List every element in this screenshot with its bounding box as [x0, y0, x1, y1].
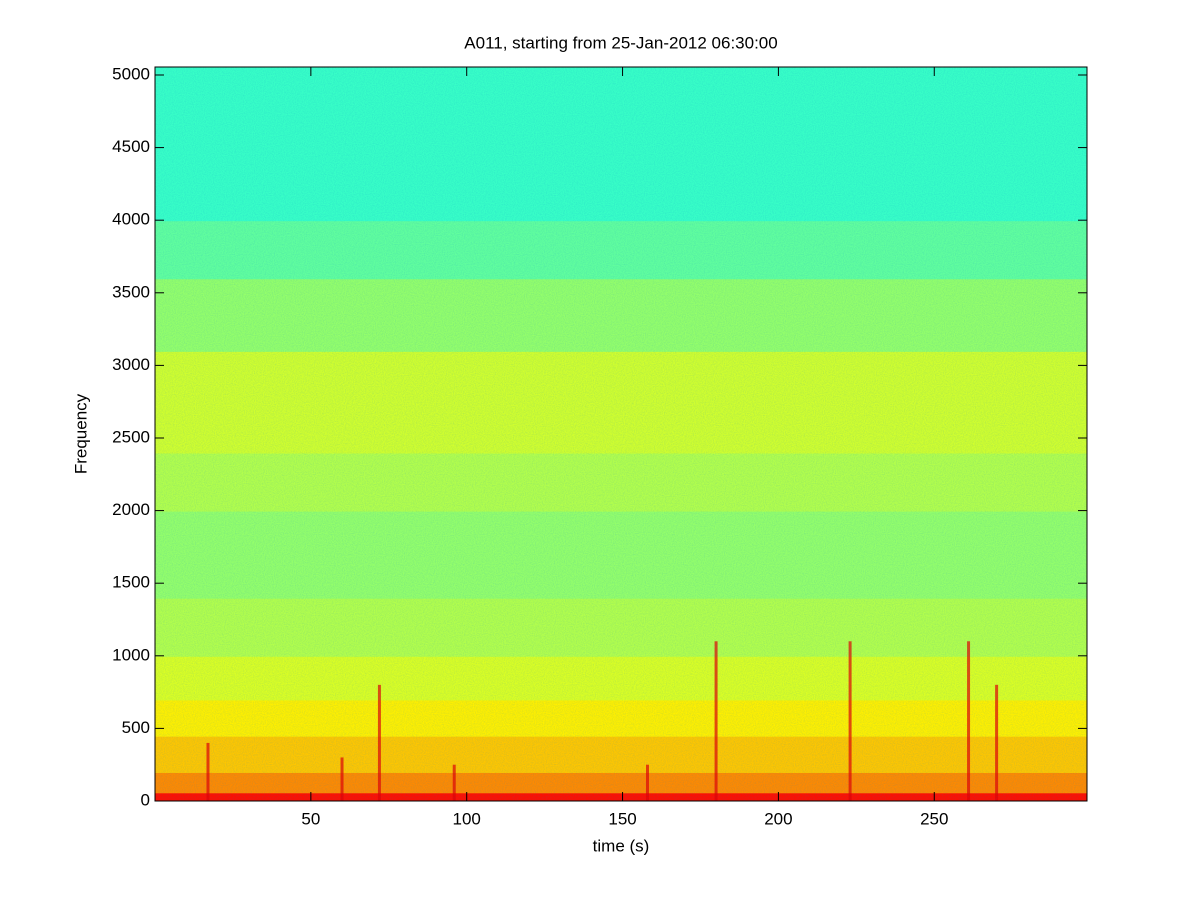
y-tick-label: 4500 [112, 137, 150, 156]
y-tick-label: 500 [122, 718, 150, 737]
y-tick-label: 1000 [112, 645, 150, 664]
x-tick-label: 200 [764, 809, 792, 828]
x-tick-label: 100 [453, 809, 481, 828]
y-tick-label: 2500 [112, 427, 150, 446]
x-tick-label: 250 [920, 809, 948, 828]
x-axis-label: time (s) [593, 836, 650, 855]
noise-texture [155, 67, 1087, 801]
y-tick-label: 4000 [112, 210, 150, 229]
y-axis-label: Frequency [71, 393, 90, 474]
y-tick-label: 1500 [112, 573, 150, 592]
y-tick-label: 2000 [112, 500, 150, 519]
x-tick-label: 50 [301, 809, 320, 828]
y-tick-label: 3500 [112, 282, 150, 301]
chart-title: A011, starting from 25-Jan-2012 06:30:00 [464, 33, 777, 52]
plot-frame [154, 66, 1088, 802]
y-tick-label: 0 [141, 790, 150, 809]
x-tick-label: 150 [608, 809, 636, 828]
y-tick-label: 3000 [112, 355, 150, 374]
y-tick-label: 5000 [112, 64, 150, 83]
